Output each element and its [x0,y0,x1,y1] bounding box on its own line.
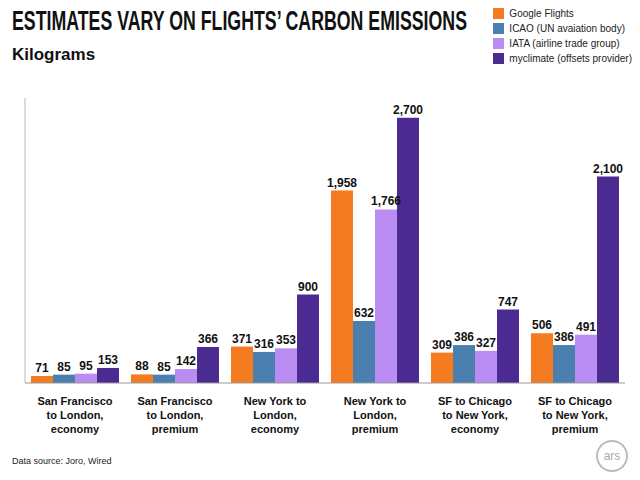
svg-text:San Franciscoto London,premium: San Franciscoto London,premium [137,395,212,435]
svg-text:309: 309 [432,338,452,352]
svg-text:85: 85 [57,360,71,374]
svg-text:Kilograms: Kilograms [12,45,95,64]
svg-text:632: 632 [354,306,374,320]
svg-text:491: 491 [576,320,596,334]
svg-text:386: 386 [454,330,474,344]
svg-text:85: 85 [157,360,171,374]
svg-text:SF to Chicagoto New York,econo: SF to Chicagoto New York,economy [438,395,512,435]
svg-text:2,100: 2,100 [593,162,623,176]
svg-text:316: 316 [254,337,274,351]
html-text:ICAO (UN avaiation body): ICAO (UN avaiation body) [509,23,625,34]
html-text:Google Flights: Google Flights [509,8,574,19]
svg-text:153: 153 [98,353,118,367]
svg-text:506: 506 [532,318,552,332]
svg-text:San Franciscoto London,economy: San Franciscoto London,economy [37,395,112,435]
html-text:Data source: Joro, Wired: Data source: Joro, Wired [12,456,112,466]
svg-text:747: 747 [498,295,518,309]
svg-text:142: 142 [176,354,196,368]
svg-text:327: 327 [476,336,496,350]
svg-text:1,766: 1,766 [371,194,401,208]
svg-text:New York toLondon,economy: New York toLondon,economy [244,395,307,435]
svg-text:1,958: 1,958 [327,176,357,190]
svg-text:386: 386 [554,330,574,344]
html-text:myclimate (offsets provider): myclimate (offsets provider) [509,53,632,64]
svg-text:New York toLondon,premium: New York toLondon,premium [344,395,407,435]
svg-text:SF to Chicagoto New York,premi: SF to Chicagoto New York,premium [538,395,612,435]
svg-text:95: 95 [79,359,93,373]
html-text:IATA (airline trade group): IATA (airline trade group) [509,38,620,49]
svg-text:900: 900 [298,280,318,294]
svg-text:371: 371 [232,332,252,346]
svg-text:88: 88 [135,359,149,373]
svg-text:366: 366 [198,332,218,346]
svg-text:ESTIMATES VARY ON FLIGHTS’ CAR: ESTIMATES VARY ON FLIGHTS’ CARBON EMISSI… [12,6,467,36]
svg-text:2,700: 2,700 [393,103,423,117]
svg-text:353: 353 [276,333,296,347]
svg-text:71: 71 [35,361,49,375]
svg-text:ars: ars [604,449,621,463]
